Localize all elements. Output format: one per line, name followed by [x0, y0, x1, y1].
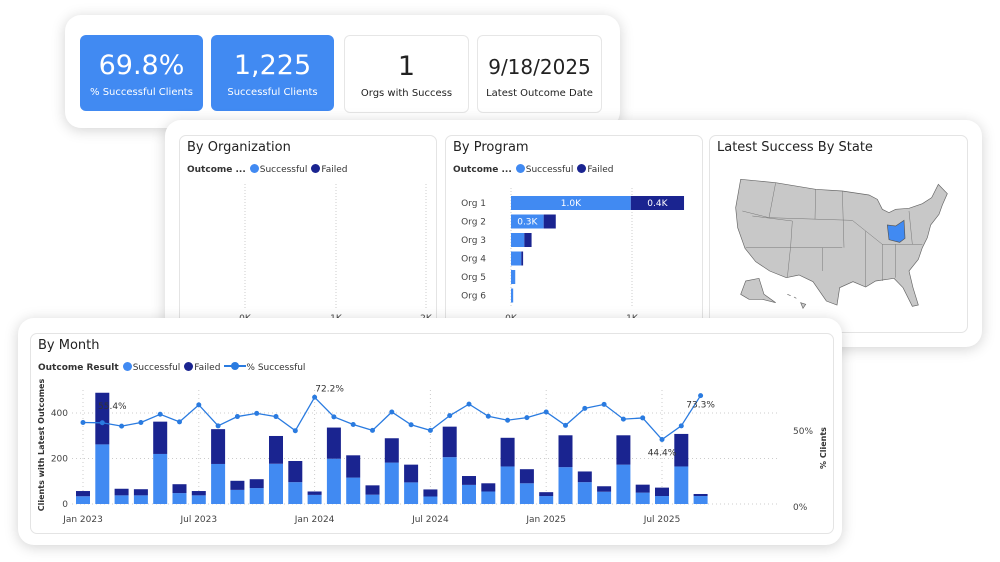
legend-title: Outcome ... — [453, 165, 512, 175]
bar-failed[interactable] — [521, 251, 524, 266]
legend-title: Outcome ... — [187, 165, 246, 175]
bar-successful[interactable] — [511, 214, 544, 229]
by-month-card[interactable]: By Month Outcome Result Successful Failed%… — [30, 333, 834, 534]
category-label: Org 3 — [461, 236, 486, 246]
bar-failed[interactable] — [630, 196, 685, 210]
legend-line-icon — [224, 362, 247, 370]
kpi-panel: 69.8% % Successful Clients 1,225 Successfu… — [65, 15, 620, 128]
by-organization-card[interactable]: By Organization Outcome ... Successful Fai… — [179, 135, 437, 333]
legend-item[interactable]: Successful — [525, 165, 574, 175]
category-label: Org 1 — [461, 199, 486, 209]
legend-item[interactable]: Failed — [587, 165, 614, 175]
category-label: Org 4 — [461, 255, 486, 265]
bar-successful[interactable] — [511, 196, 631, 210]
by-organization-chart: 0K 1K 2K — [239, 184, 433, 324]
by-program-card[interactable]: By Program Outcome ... Successful Failed 0… — [445, 135, 703, 333]
data-label: 0.4K — [647, 199, 668, 209]
kpi-card-latest-outcome-date[interactable]: 9/18/2025 Latest Outcome Date — [477, 35, 602, 113]
kpi-card-successful-clients[interactable]: 1,225 Successful Clients — [211, 35, 334, 111]
card-title: Latest Success By State — [717, 140, 873, 155]
legend-dot-failed — [184, 362, 194, 371]
kpi-label: Latest Outcome Date — [486, 88, 593, 99]
by-month-panel: By Month Outcome Result Successful Failed%… — [18, 318, 842, 545]
data-label: 0.3K — [517, 218, 538, 228]
alaska — [740, 277, 776, 303]
kpi-card-orgs-with-success[interactable]: 1 Orgs with Success — [344, 35, 469, 113]
latest-success-by-state-card[interactable]: Latest Success By State — [709, 135, 968, 333]
kpi-value: 69.8% — [98, 50, 185, 81]
card-title: By Month — [38, 338, 100, 353]
kpi-value: 1,225 — [233, 50, 312, 81]
legend-item[interactable]: Successful — [132, 363, 181, 373]
bar-successful[interactable] — [511, 233, 525, 247]
bar-successful[interactable] — [511, 270, 516, 284]
bar-failed[interactable] — [543, 214, 556, 229]
legend-dot-successful — [249, 164, 259, 173]
kpi-value: 9/18/2025 — [488, 55, 591, 79]
kpi-label: Orgs with Success — [360, 88, 453, 99]
legend-item[interactable]: Failed — [321, 165, 348, 175]
category-label: Org 5 — [461, 273, 486, 283]
kpi-card-pct-successful[interactable]: 69.8% % Successful Clients — [80, 35, 203, 111]
legend-title: Outcome Result — [38, 363, 119, 373]
legend-dot-failed — [311, 164, 321, 173]
charts-panel: By Organization Outcome ... Successful Fai… — [165, 120, 982, 347]
category-label: Org 2 — [461, 218, 486, 228]
category-label: Org 6 — [461, 292, 486, 302]
kpi-label: Successful Clients — [227, 87, 318, 98]
legend-item[interactable]: Failed — [194, 363, 221, 373]
hawaii — [787, 294, 807, 310]
bar-successful[interactable] — [511, 288, 514, 303]
state-borders — [742, 182, 923, 287]
legend-dot-successful — [515, 164, 525, 173]
legend: Outcome ... Successful Failed — [453, 164, 614, 175]
legend-dot-failed — [577, 164, 587, 173]
kpi-label: % Successful Clients — [90, 87, 193, 98]
us-mainland — [735, 178, 948, 307]
card-title: By Program — [453, 140, 529, 155]
legend-item[interactable]: % Successful — [246, 363, 306, 373]
legend-dot-successful — [122, 362, 132, 371]
us-map[interactable] — [709, 131, 979, 331]
kpi-value: 1 — [397, 51, 416, 82]
legend: Outcome Result Successful Failed % Successf… — [38, 362, 305, 373]
data-label: 1.0K — [561, 199, 582, 209]
card-title: By Organization — [187, 140, 291, 155]
ohio-state[interactable] — [886, 219, 906, 243]
legend: Outcome ... Successful Failed — [187, 164, 348, 175]
bar-successful[interactable] — [511, 251, 522, 266]
bar-failed[interactable] — [524, 233, 532, 247]
legend-item[interactable]: Successful — [259, 165, 308, 175]
